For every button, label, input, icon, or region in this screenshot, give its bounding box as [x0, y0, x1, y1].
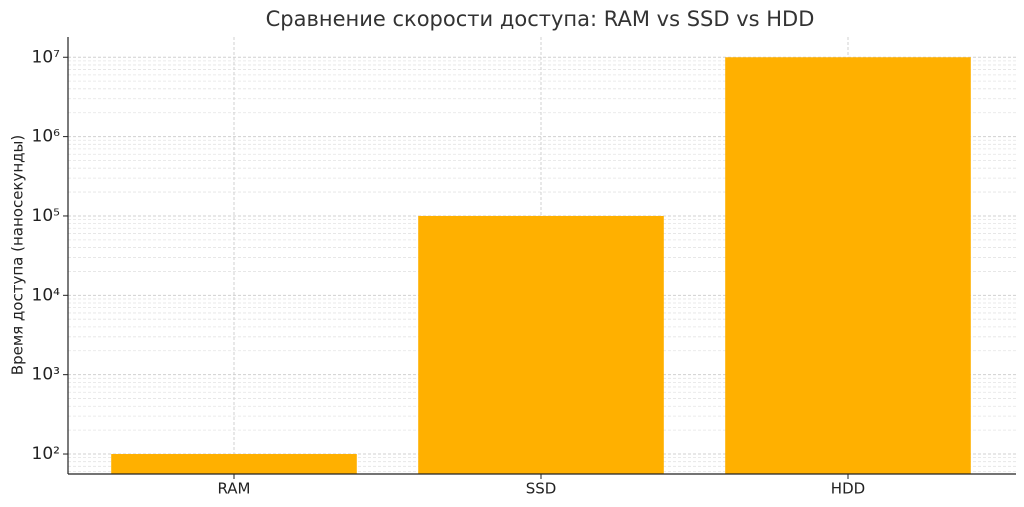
- bar: [725, 57, 971, 474]
- y-tick-label: 10⁵: [32, 206, 60, 226]
- y-tick-label: 10³: [32, 365, 60, 385]
- x-tick-label: HDD: [831, 480, 865, 498]
- x-tick-label: SSD: [526, 480, 557, 498]
- bar: [111, 454, 357, 474]
- y-tick-label: 10²: [32, 444, 60, 464]
- x-tick-label: RAM: [217, 480, 250, 498]
- chart-title: Сравнение скорости доступа: RAM vs SSD v…: [266, 7, 815, 31]
- y-tick-label: 10⁴: [32, 285, 61, 305]
- y-tick-label: 10⁶: [32, 127, 61, 147]
- y-axis-label: Время доступа (наносекунды): [9, 135, 27, 375]
- bar: [418, 215, 664, 475]
- y-tick-label: 10⁷: [32, 47, 61, 67]
